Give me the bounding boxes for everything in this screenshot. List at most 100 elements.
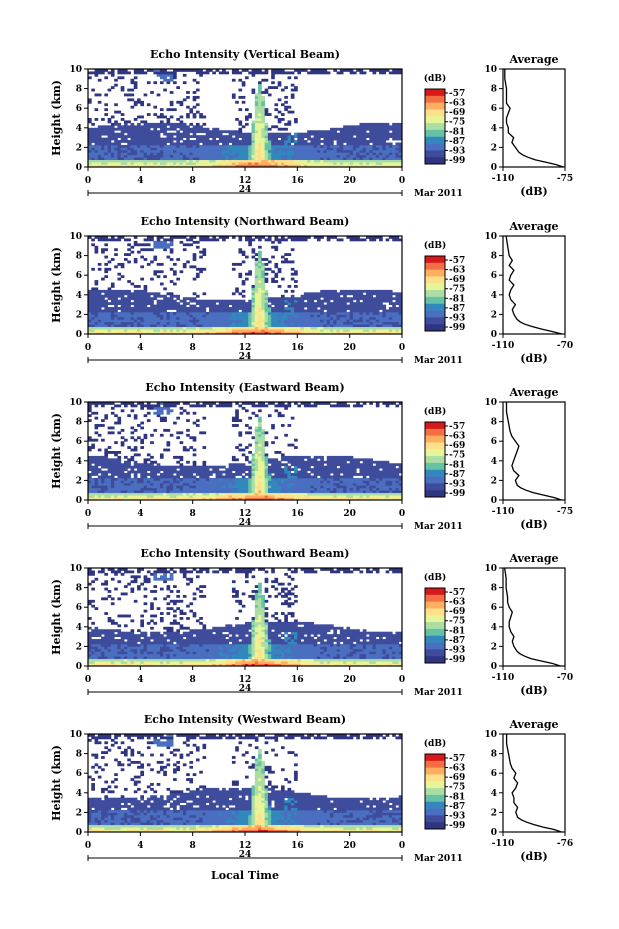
heatmap-cell — [163, 122, 167, 126]
heatmap-cell — [392, 309, 396, 313]
heatmap-cell — [127, 130, 131, 134]
heatmap-cell — [199, 326, 203, 330]
heatmap-cell — [294, 135, 298, 138]
heatmap-cell — [179, 164, 184, 168]
heatmap-cell — [143, 460, 148, 464]
heatmap-cell — [248, 113, 252, 116]
heatmap-cell — [225, 135, 230, 138]
heatmap-cell — [120, 86, 125, 89]
heatmap-cell — [235, 307, 239, 310]
heatmap-cell — [133, 487, 138, 491]
heatmap-cell — [101, 404, 105, 408]
heatmap-cell — [222, 326, 226, 330]
heatmap-cell — [163, 482, 167, 486]
heatmap-cell — [94, 294, 99, 298]
heatmap-cell — [231, 416, 236, 420]
heatmap-cell — [169, 302, 174, 305]
heatmap-cell — [156, 497, 161, 501]
heatmap-cell — [395, 130, 400, 134]
heatmap-cell — [94, 431, 99, 435]
heatmap-cell — [101, 132, 105, 136]
heatmap-cell — [140, 307, 144, 310]
heatmap-cell — [300, 162, 305, 165]
heatmap-cell — [336, 326, 341, 330]
heatmap-cell — [104, 142, 109, 146]
heatmap-cell — [91, 289, 95, 293]
heatmap-cell — [163, 238, 167, 242]
heatmap-cell — [388, 311, 393, 315]
heatmap-cell — [159, 433, 164, 437]
heatmap-cell — [104, 164, 109, 168]
heatmap-cell — [202, 460, 207, 464]
heatmap-cell — [159, 159, 164, 163]
heatmap-cell — [137, 485, 141, 489]
heatmap-cell — [287, 321, 292, 325]
heatmap-cell — [179, 125, 184, 129]
heatmap-cell — [137, 453, 141, 457]
heatmap-cell — [212, 326, 216, 330]
heatmap-cell — [169, 480, 174, 484]
heatmap-cell — [238, 292, 243, 296]
heatmap-cell — [261, 304, 266, 308]
heatmap-cell — [238, 326, 243, 330]
heatmap-cell — [127, 473, 131, 476]
heatmap-cell — [127, 475, 131, 479]
heatmap-cell — [261, 258, 266, 261]
heatmap-cell — [195, 294, 200, 298]
heatmap-cell — [271, 245, 275, 249]
heatmap-cell — [238, 404, 243, 408]
heatmap-cell — [137, 157, 141, 161]
heatmap-cell — [228, 314, 233, 318]
heatmap-cell — [169, 465, 174, 469]
heatmap-cell — [182, 140, 187, 143]
heatmap-cell — [133, 480, 138, 484]
heatmap-cell — [166, 302, 171, 305]
date-label: Mar 2011 — [414, 189, 463, 199]
heatmap-cell — [192, 113, 197, 116]
heatmap-cell — [307, 299, 311, 303]
panel-title: Echo Intensity (Eastward Beam) — [145, 381, 344, 394]
heatmap-cell — [130, 314, 135, 318]
heatmap-cell — [287, 159, 292, 163]
heatmap-cell — [307, 307, 311, 310]
heatmap-cell — [212, 324, 216, 328]
heatmap-cell — [313, 135, 318, 138]
heatmap-cell — [369, 144, 373, 148]
heatmap-cell — [359, 309, 364, 313]
heatmap-cell — [379, 147, 383, 151]
heatmap-cell — [241, 309, 246, 313]
heatmap-cell — [271, 302, 275, 305]
heatmap-cell — [294, 329, 298, 332]
heatmap-cell — [179, 144, 184, 148]
heatmap-cell — [231, 458, 236, 462]
heatmap-cell — [189, 436, 194, 440]
colorbar-tick-label: -87 — [449, 137, 465, 147]
heatmap-cell — [209, 404, 213, 408]
heatmap-cell — [107, 402, 112, 405]
heatmap-cell — [261, 95, 266, 99]
heatmap-cell — [395, 142, 400, 146]
heatmap-cell — [379, 122, 383, 126]
heatmap-cell — [130, 497, 135, 501]
heatmap-cell — [117, 470, 122, 474]
heatmap-cell — [101, 309, 105, 313]
heatmap-cell — [130, 490, 135, 494]
heatmap-cell — [186, 149, 190, 153]
heatmap-cell — [114, 253, 118, 256]
heatmap-cell — [271, 137, 275, 141]
heatmap-cell — [143, 414, 148, 418]
heatmap-cell — [137, 321, 141, 325]
heatmap-cell — [133, 142, 138, 146]
heatmap-cell — [254, 285, 259, 288]
heatmap-cell — [287, 285, 292, 288]
heatmap-cell — [303, 326, 308, 330]
heatmap-cell — [372, 321, 377, 325]
heatmap-cell — [379, 152, 383, 156]
heatmap-cell — [127, 490, 131, 494]
heatmap-cell — [192, 149, 197, 153]
heatmap-cell — [359, 314, 364, 318]
heatmap-cell — [241, 329, 246, 332]
heatmap-cell — [212, 137, 216, 141]
y-tick-label: 4 — [76, 291, 82, 301]
heatmap-cell — [169, 490, 174, 494]
